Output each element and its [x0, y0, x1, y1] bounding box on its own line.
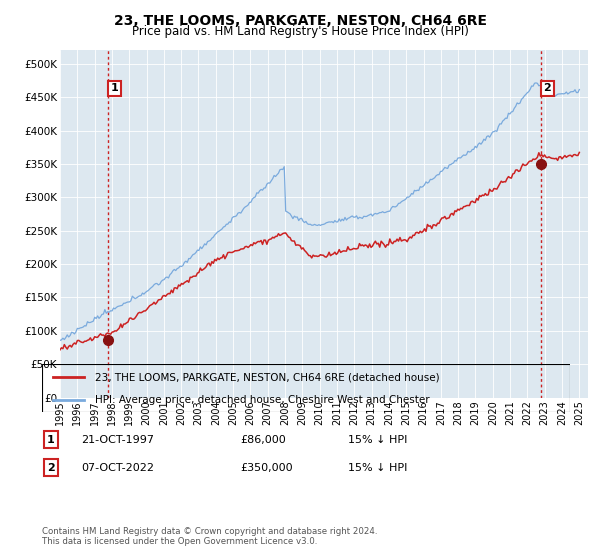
Text: Price paid vs. HM Land Registry's House Price Index (HPI): Price paid vs. HM Land Registry's House … — [131, 25, 469, 38]
Text: HPI: Average price, detached house, Cheshire West and Chester: HPI: Average price, detached house, Ches… — [95, 395, 430, 405]
Text: 2: 2 — [47, 463, 55, 473]
Text: £350,000: £350,000 — [240, 463, 293, 473]
Text: 1: 1 — [47, 435, 55, 445]
Text: 15% ↓ HPI: 15% ↓ HPI — [348, 463, 407, 473]
Text: 15% ↓ HPI: 15% ↓ HPI — [348, 435, 407, 445]
Text: £86,000: £86,000 — [240, 435, 286, 445]
Text: 23, THE LOOMS, PARKGATE, NESTON, CH64 6RE (detached house): 23, THE LOOMS, PARKGATE, NESTON, CH64 6R… — [95, 372, 439, 382]
Text: 07-OCT-2022: 07-OCT-2022 — [81, 463, 154, 473]
Text: Contains HM Land Registry data © Crown copyright and database right 2024.
This d: Contains HM Land Registry data © Crown c… — [42, 526, 377, 546]
Text: 21-OCT-1997: 21-OCT-1997 — [81, 435, 154, 445]
Text: 1: 1 — [110, 83, 118, 94]
Text: 23, THE LOOMS, PARKGATE, NESTON, CH64 6RE: 23, THE LOOMS, PARKGATE, NESTON, CH64 6R… — [113, 14, 487, 28]
Text: 2: 2 — [543, 83, 551, 94]
